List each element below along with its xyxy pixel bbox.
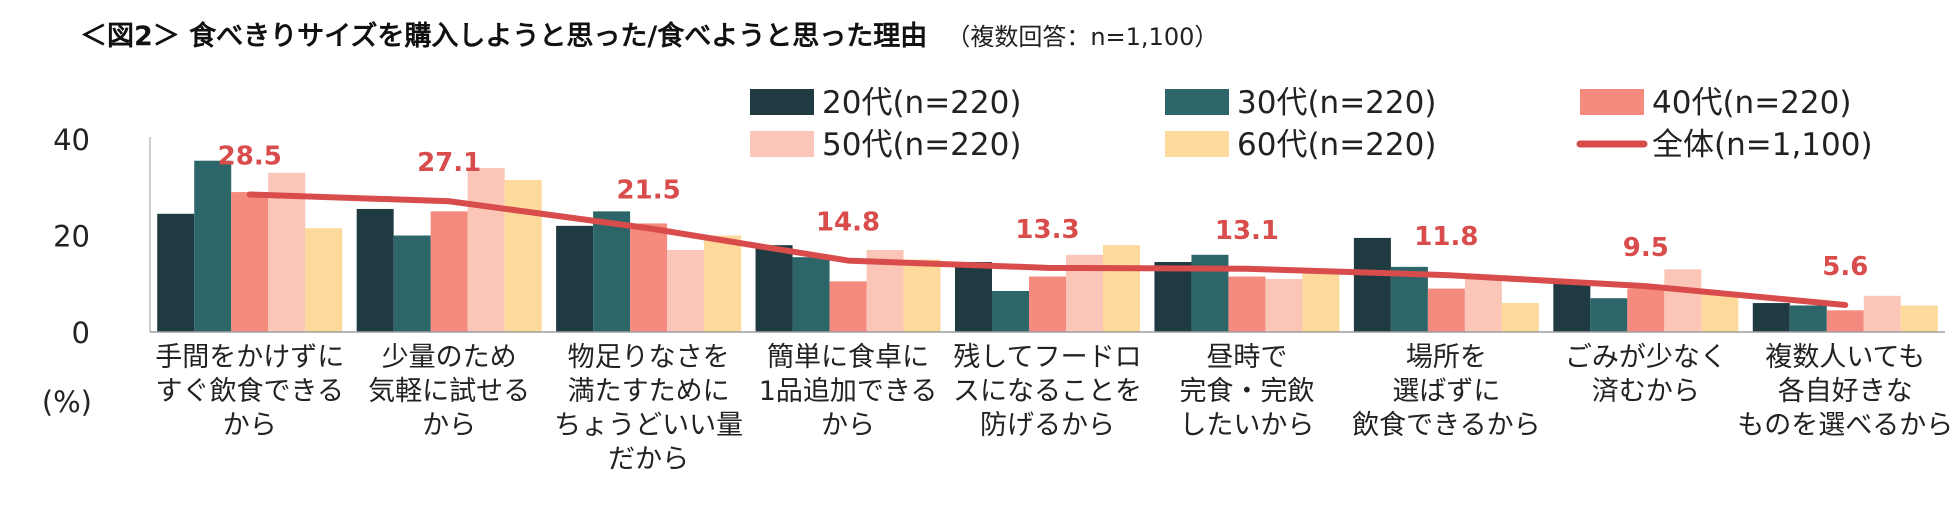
bar-s40-cat6 <box>1228 276 1266 332</box>
bar-s60-cat2 <box>504 180 542 332</box>
bar-s20-cat4 <box>755 245 793 332</box>
bar-s50-cat1 <box>268 172 306 332</box>
y-tick-label-40: 40 <box>53 123 90 157</box>
legend-label-s60: 60代(n=220) <box>1237 127 1436 163</box>
overall-data-label-2: 27.1 <box>417 148 481 178</box>
category-label-7-line1: 場所を <box>1406 342 1487 373</box>
bar-s40-cat2 <box>430 211 468 332</box>
category-label-1-line1: 手間をかけずに <box>155 342 344 373</box>
bar-s60-cat4 <box>903 259 941 332</box>
bar-s60-cat3 <box>704 235 742 332</box>
overall-data-label-6: 13.1 <box>1215 216 1279 246</box>
bar-s50-cat3 <box>667 249 705 332</box>
overall-data-label-8: 9.5 <box>1623 233 1669 263</box>
bar-s30-cat5 <box>992 290 1029 332</box>
category-label-3-line2: 満たすために <box>568 376 730 407</box>
bar-s20-cat2 <box>356 208 394 332</box>
bar-s20-cat3 <box>556 225 594 332</box>
overall-data-label-5: 13.3 <box>1015 215 1079 245</box>
legend-swatch-s40 <box>1580 89 1644 115</box>
overall-data-label-3: 21.5 <box>617 175 681 205</box>
category-label-7-line2: 選ばずに <box>1392 376 1500 407</box>
category-label-9-line1: 複数人いても <box>1765 342 1925 373</box>
overall-data-label-4: 14.8 <box>816 208 880 238</box>
bar-s50-cat6 <box>1265 278 1303 332</box>
y-axis-label: (%) <box>42 385 92 419</box>
y-tick-label-20: 20 <box>53 220 90 254</box>
bar-s30-cat1 <box>194 160 232 332</box>
bar-s50-cat7 <box>1464 276 1502 332</box>
category-label-4-line2: 1品追加できる <box>759 376 938 407</box>
category-label-1-line3: から <box>223 410 277 441</box>
bar-s40-cat3 <box>630 223 668 332</box>
bar-s60-cat8 <box>1701 293 1739 332</box>
overall-data-label-1: 28.5 <box>218 141 282 171</box>
bar-s20-cat8 <box>1553 281 1591 332</box>
category-label-6-line3: したいから <box>1179 410 1314 441</box>
bar-s60-cat7 <box>1501 303 1539 332</box>
bar-s30-cat9 <box>1789 305 1827 332</box>
legend-label-s30: 30代(n=220) <box>1237 85 1436 121</box>
bar-s20-cat6 <box>1154 262 1192 332</box>
category-label-5-line2: スになることを <box>953 376 1142 407</box>
category-label-9-line3: ものを選べるから <box>1737 410 1950 441</box>
category-label-8-line1: ごみが少なく <box>1565 342 1727 373</box>
category-label-2-line1: 少量のため <box>382 342 517 373</box>
category-label-4-line1: 簡単に食卓に <box>767 342 929 373</box>
chart-title: ＜図2＞ 食べきりサイズを購入しようと思った/食べようと思った理由 （複数回答：… <box>80 14 1218 53</box>
legend-swatch-s30 <box>1165 89 1229 115</box>
bar-s30-cat8 <box>1590 298 1628 332</box>
bar-s20-cat1 <box>157 213 195 332</box>
bar-s40-cat1 <box>231 192 269 332</box>
category-label-5-line1: 残してフードロ <box>953 342 1141 373</box>
category-label-6-line1: 昼時で <box>1206 342 1287 373</box>
chart-subtitle: （複数回答：n=1,100） <box>946 23 1219 51</box>
overall-data-label-7: 11.8 <box>1414 222 1478 252</box>
bar-s30-cat2 <box>393 235 431 332</box>
bar-s60-cat6 <box>1302 271 1340 332</box>
bar-s20-cat7 <box>1353 237 1391 332</box>
bar-s50-cat2 <box>467 167 505 332</box>
bar-s40-cat5 <box>1029 276 1066 332</box>
chart-title-main: ＜図2＞ 食べきりサイズを購入しようと思った/食べようと思った理由 <box>80 21 928 52</box>
bar-s60-cat1 <box>305 228 343 332</box>
bar-s30-cat7 <box>1390 266 1428 332</box>
category-label-8-line2: 済むから <box>1592 376 1700 407</box>
category-label-3-line3: ちょうどいい量 <box>554 410 743 441</box>
bar-s40-cat7 <box>1427 288 1465 332</box>
bar-s30-cat4 <box>792 257 830 332</box>
bar-s60-cat5 <box>1103 245 1140 332</box>
bar-s20-cat9 <box>1752 303 1790 332</box>
bar-s60-cat9 <box>1900 305 1938 332</box>
legend-label-overall: 全体(n=1,100) <box>1652 127 1873 163</box>
bar-s40-cat8 <box>1627 288 1665 332</box>
legend-label-s50: 50代(n=220) <box>822 127 1021 163</box>
bar-s30-cat3 <box>593 211 631 332</box>
legend-swatch-s20 <box>750 89 814 115</box>
category-label-7-line3: 飲食できるから <box>1352 410 1540 441</box>
bar-s50-cat8 <box>1664 269 1702 332</box>
category-label-6-line2: 完食・完飲 <box>1179 376 1314 407</box>
bar-s20-cat5 <box>955 262 992 332</box>
category-label-3-line4: だから <box>608 444 689 475</box>
category-label-9-line2: 各自好きな <box>1778 376 1913 407</box>
category-label-2-line3: から <box>422 410 476 441</box>
category-label-2-line2: 気軽に試せる <box>368 376 530 407</box>
legend-swatch-s60 <box>1165 131 1229 157</box>
bar-s50-cat9 <box>1863 295 1901 332</box>
overall-data-label-9: 5.6 <box>1822 252 1868 282</box>
category-label-1-line2: すぐ飲食できる <box>155 376 343 407</box>
bar-s40-cat4 <box>829 281 867 332</box>
bar-s40-cat9 <box>1826 310 1864 332</box>
category-label-4-line3: から <box>821 410 875 441</box>
legend-label-s20: 20代(n=220) <box>822 85 1021 121</box>
category-label-5-line3: 防げるから <box>980 410 1115 441</box>
y-tick-label-0: 0 <box>72 316 90 350</box>
legend-swatch-s50 <box>750 131 814 157</box>
legend-label-s40: 40代(n=220) <box>1652 85 1851 121</box>
category-label-3-line1: 物足りなさを <box>568 342 730 373</box>
